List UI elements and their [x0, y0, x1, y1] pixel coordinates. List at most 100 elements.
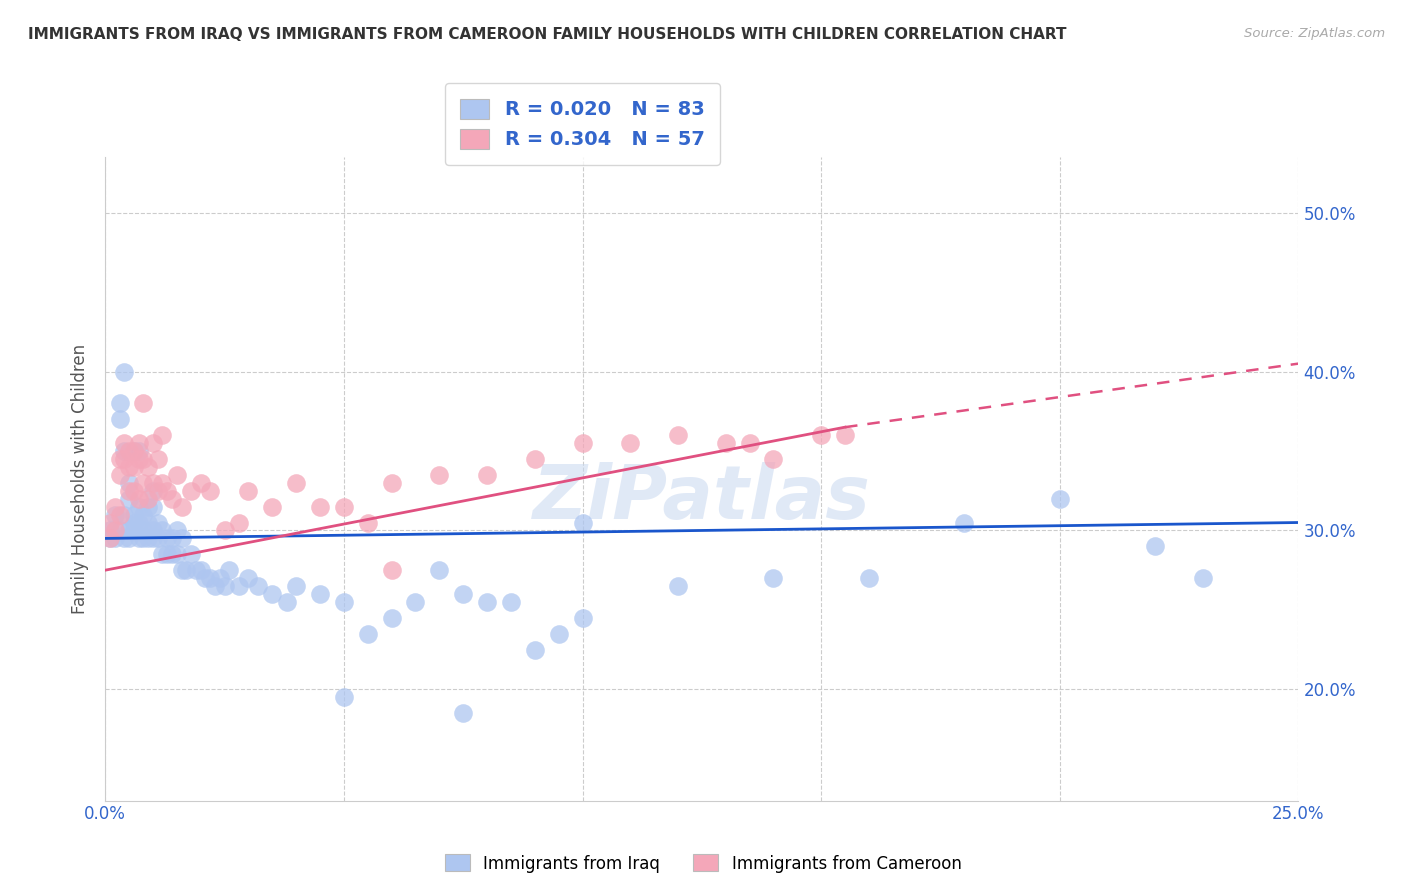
Point	[152, 475, 174, 490]
Point	[451, 587, 474, 601]
Point	[128, 452, 150, 467]
Point	[190, 563, 212, 577]
Point	[190, 475, 212, 490]
Point	[1049, 491, 1071, 506]
Point	[834, 428, 856, 442]
Point	[499, 595, 522, 609]
Point	[427, 467, 450, 482]
Point	[858, 571, 880, 585]
Point	[118, 475, 141, 490]
Point	[142, 532, 165, 546]
Point	[146, 516, 169, 530]
Point	[132, 532, 155, 546]
Point	[152, 547, 174, 561]
Point	[128, 532, 150, 546]
Point	[122, 508, 145, 522]
Point	[104, 524, 127, 538]
Point	[142, 524, 165, 538]
Point	[381, 475, 404, 490]
Point	[98, 524, 121, 538]
Point	[285, 579, 308, 593]
Point	[122, 444, 145, 458]
Point	[714, 436, 737, 450]
Point	[128, 500, 150, 514]
Point	[108, 452, 131, 467]
Legend: Immigrants from Iraq, Immigrants from Cameroon: Immigrants from Iraq, Immigrants from Ca…	[437, 847, 969, 880]
Point	[142, 483, 165, 498]
Point	[98, 532, 121, 546]
Point	[136, 500, 159, 514]
Point	[475, 467, 498, 482]
Point	[122, 483, 145, 498]
Point	[404, 595, 426, 609]
Point	[136, 532, 159, 546]
Point	[142, 475, 165, 490]
Point	[381, 563, 404, 577]
Point	[98, 516, 121, 530]
Point	[156, 532, 179, 546]
Point	[142, 436, 165, 450]
Point	[166, 547, 188, 561]
Point	[108, 467, 131, 482]
Point	[118, 459, 141, 474]
Point	[146, 532, 169, 546]
Point	[666, 428, 689, 442]
Point	[108, 524, 131, 538]
Point	[309, 587, 332, 601]
Point	[128, 444, 150, 458]
Point	[132, 524, 155, 538]
Point	[200, 483, 222, 498]
Point	[136, 516, 159, 530]
Point	[214, 524, 236, 538]
Point	[238, 483, 260, 498]
Point	[427, 563, 450, 577]
Point	[571, 436, 593, 450]
Point	[128, 491, 150, 506]
Point	[762, 452, 785, 467]
Point	[170, 532, 193, 546]
Point	[132, 475, 155, 490]
Point	[112, 365, 135, 379]
Point	[136, 491, 159, 506]
Point	[333, 500, 356, 514]
Point	[228, 579, 250, 593]
Text: Source: ZipAtlas.com: Source: ZipAtlas.com	[1244, 27, 1385, 40]
Point	[132, 396, 155, 410]
Point	[128, 436, 150, 450]
Point	[156, 547, 179, 561]
Point	[146, 452, 169, 467]
Point	[166, 524, 188, 538]
Point	[112, 532, 135, 546]
Point	[142, 500, 165, 514]
Point	[309, 500, 332, 514]
Legend: R = 0.020   N = 83, R = 0.304   N = 57: R = 0.020 N = 83, R = 0.304 N = 57	[444, 83, 720, 165]
Point	[200, 571, 222, 585]
Point	[122, 459, 145, 474]
Point	[166, 467, 188, 482]
Text: ZiPatlas: ZiPatlas	[533, 462, 870, 534]
Point	[1192, 571, 1215, 585]
Point	[156, 483, 179, 498]
Point	[146, 483, 169, 498]
Point	[523, 452, 546, 467]
Point	[262, 500, 284, 514]
Point	[180, 483, 202, 498]
Point	[152, 428, 174, 442]
Point	[333, 690, 356, 705]
Point	[547, 626, 569, 640]
Point	[160, 547, 183, 561]
Point	[357, 516, 380, 530]
Point	[475, 595, 498, 609]
Point	[122, 444, 145, 458]
Point	[262, 587, 284, 601]
Point	[118, 444, 141, 458]
Point	[118, 532, 141, 546]
Point	[204, 579, 226, 593]
Point	[218, 563, 240, 577]
Point	[451, 706, 474, 721]
Y-axis label: Family Households with Children: Family Households with Children	[72, 343, 89, 614]
Point	[118, 524, 141, 538]
Text: IMMIGRANTS FROM IRAQ VS IMMIGRANTS FROM CAMEROON FAMILY HOUSEHOLDS WITH CHILDREN: IMMIGRANTS FROM IRAQ VS IMMIGRANTS FROM …	[28, 27, 1067, 42]
Point	[112, 452, 135, 467]
Point	[108, 412, 131, 426]
